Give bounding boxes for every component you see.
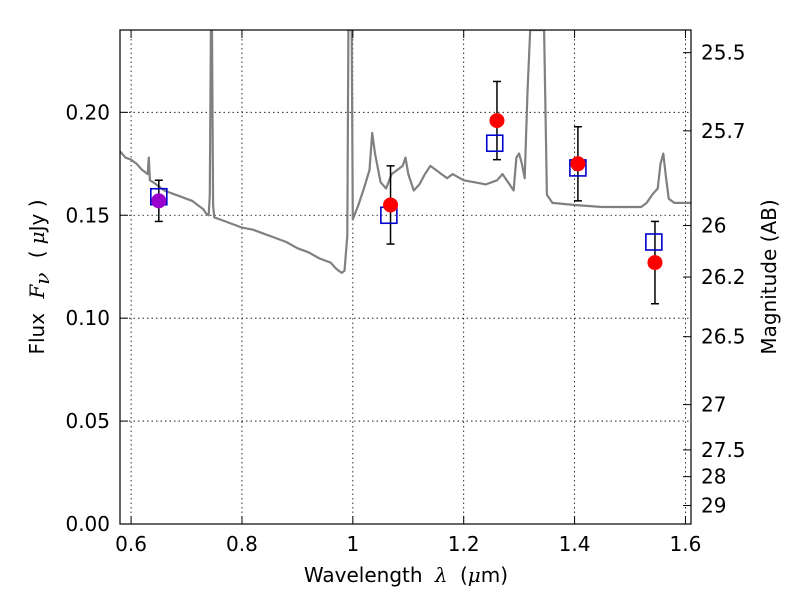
y-axis: 0.00 0.05 0.10 0.15 0.20 [65, 100, 128, 536]
x-tick-label: 0.8 [226, 532, 258, 556]
y2-tick-label: 27.5 [701, 438, 746, 462]
observed-photometry-point [151, 193, 167, 209]
plot-frame [119, 29, 692, 525]
y-tick-label: 0.20 [65, 100, 110, 124]
spectrum-line [120, 30, 691, 274]
observed-photometry-point [647, 255, 663, 271]
y-tick-label: 0.15 [65, 203, 110, 227]
y2-axis: 25.5 25.7 26 26.2 26.5 27 27.5 28 29 [683, 41, 746, 517]
observed-photometry-point [383, 197, 399, 213]
y2-tick-label: 28 [701, 465, 726, 489]
y2-tick-label: 25.5 [701, 41, 746, 65]
y2-tick-label: 27 [701, 393, 726, 417]
x-axis-label: Wavelength λ (μm) [304, 563, 508, 587]
observed-photometry-point [570, 156, 586, 172]
y-axis-label: Flux Fν (μJy ) [25, 199, 54, 354]
y2-tick-label: 26.2 [701, 265, 746, 289]
synthetic-photometry-square [645, 233, 663, 251]
synthetic-photometry-square [485, 134, 504, 153]
y2-axis-label: Magnitude (AB) [757, 199, 781, 354]
y2-tick-label: 25.7 [701, 119, 746, 143]
x-tick-label: 1.2 [448, 532, 480, 556]
y-tick-label: 0.10 [65, 306, 110, 330]
y-tick-label: 0.00 [65, 512, 110, 536]
x-tick-label: 1.4 [559, 532, 591, 556]
x-tick-label: 1 [346, 532, 359, 556]
x-tick-label: 1.6 [670, 532, 702, 556]
y2-tick-label: 26.5 [701, 325, 746, 349]
y2-tick-label: 26 [701, 214, 726, 238]
y-tick-label: 0.05 [65, 409, 110, 433]
grid [120, 30, 691, 525]
x-axis: 0.6 0.8 1 1.2 1.4 1.6 [115, 30, 701, 556]
plot-area [120, 30, 691, 305]
x-tick-label: 0.6 [115, 532, 147, 556]
observed-photometry-point [489, 113, 505, 129]
y2-tick-label: 29 [701, 493, 726, 517]
